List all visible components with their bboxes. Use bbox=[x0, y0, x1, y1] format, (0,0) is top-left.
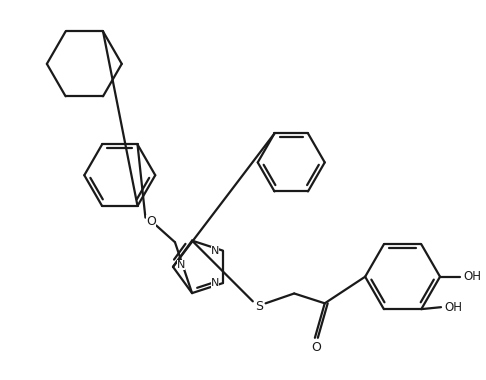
Text: O: O bbox=[311, 341, 321, 354]
Text: OH: OH bbox=[464, 270, 482, 283]
Text: O: O bbox=[146, 215, 156, 228]
Text: OH: OH bbox=[445, 301, 463, 314]
Text: N: N bbox=[177, 260, 185, 270]
Text: N: N bbox=[211, 278, 219, 288]
Text: N: N bbox=[211, 245, 219, 256]
Text: S: S bbox=[255, 300, 263, 313]
